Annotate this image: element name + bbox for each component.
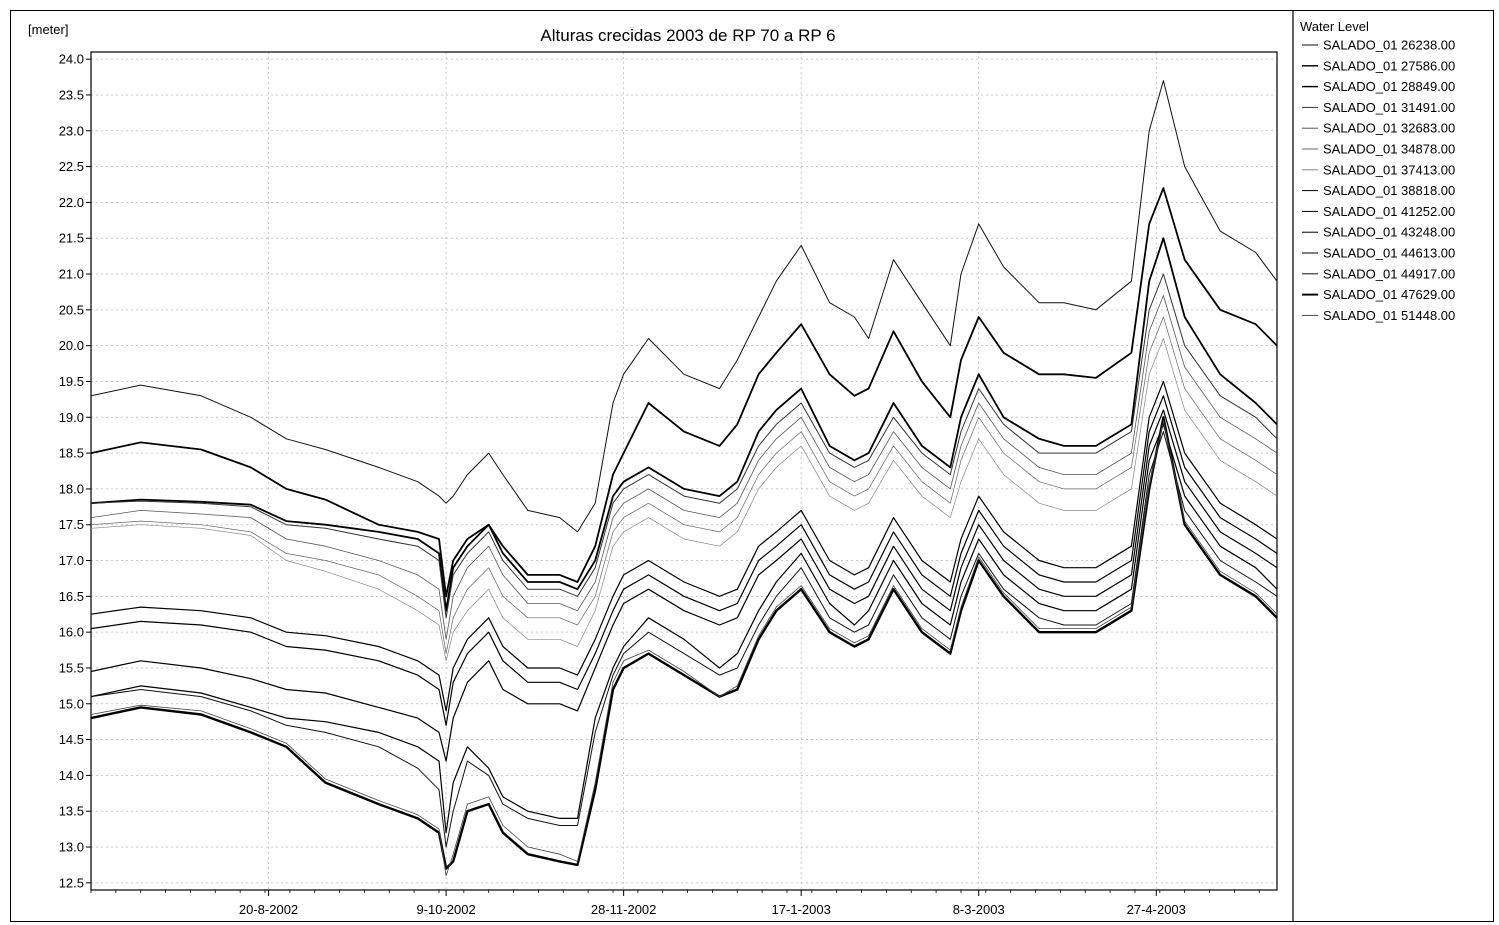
y-tick-label: 19.0 [59, 410, 84, 425]
axes: 12.5 13.0 13.5 14.0 14.5 15.0 15.5 16.0 16.5 17.0… [59, 11, 1294, 921]
y-tick-label: 16.0 [59, 625, 84, 640]
y-tick-label: 22.5 [59, 159, 84, 174]
chart-title: Alturas crecidas 2003 de RP 70 a RP 6 [540, 26, 835, 45]
legend-entry: SALADO_01 51448.00 [1323, 308, 1455, 323]
legend: Water Level SALADO_01 26238.00 SALADO_01 … [1300, 19, 1455, 323]
y-tick-label: 20.5 [59, 302, 84, 317]
y-tick-label: 17.0 [59, 553, 84, 568]
legend-entry: SALADO_01 31491.00 [1323, 100, 1455, 115]
series-line-1 [90, 80, 1278, 533]
y-tick-label: 18.0 [59, 481, 84, 496]
series-lines [90, 80, 1278, 877]
y-tick-label: 21.5 [59, 231, 84, 246]
series-line-4 [90, 273, 1278, 619]
x-tick-label: 8-3-2003 [953, 902, 1005, 917]
series-line-7 [90, 338, 1278, 662]
x-tick-label: 17-1-2003 [772, 902, 831, 917]
y-tick-label: 14.0 [59, 768, 84, 783]
legend-entry: SALADO_01 34878.00 [1323, 142, 1455, 157]
series-line-6 [90, 316, 1278, 654]
y-tick-label: 13.5 [59, 804, 84, 819]
y-tick-label: 13.0 [59, 840, 84, 855]
series-line-12 [90, 431, 1278, 848]
y-tick-label: 17.5 [59, 517, 84, 532]
series-line-13 [90, 416, 1278, 870]
legend-entry: SALADO_01 41252.00 [1323, 204, 1455, 219]
x-tick-label: 27-4-2003 [1127, 902, 1186, 917]
series-line-11 [90, 423, 1278, 834]
y-tick-label: 15.0 [59, 696, 84, 711]
legend-entry: SALADO_01 28849.00 [1323, 79, 1455, 94]
grid-lines [91, 52, 1277, 890]
legend-entry: SALADO_01 37413.00 [1323, 162, 1455, 177]
legend-entry: SALADO_01 26238.00 [1323, 38, 1455, 53]
y-tick-label: 24.0 [59, 52, 84, 67]
legend-entry: SALADO_01 44613.00 [1323, 246, 1455, 261]
y-tick-label: 14.5 [59, 732, 84, 747]
legend-entry: SALADO_01 32683.00 [1323, 121, 1455, 136]
y-tick-label: 20.0 [59, 338, 84, 353]
legend-entry: SALADO_01 38818.00 [1323, 183, 1455, 198]
y-tick-label: 15.5 [59, 660, 84, 675]
legend-entry: SALADO_01 47629.00 [1323, 287, 1455, 302]
y-axis-unit-label: [meter] [28, 22, 68, 37]
series-line-8 [90, 380, 1278, 712]
legend-entry: SALADO_01 44917.00 [1323, 266, 1455, 281]
y-tick-label: 22.0 [59, 195, 84, 210]
y-tick-label: 19.5 [59, 374, 84, 389]
x-tick-label: 20-8-2002 [239, 902, 298, 917]
y-tick-label: 21.0 [59, 267, 84, 282]
y-tick-label: 12.5 [59, 875, 84, 890]
series-line-3 [90, 237, 1278, 612]
chart-frame [10, 10, 1494, 922]
series-line-10 [90, 409, 1278, 762]
legend-title: Water Level [1300, 19, 1369, 34]
series-line-14 [90, 420, 1278, 877]
series-line-2 [90, 187, 1278, 598]
y-tick-label: 16.5 [59, 589, 84, 604]
y-tick-label: 18.5 [59, 446, 84, 461]
series-line-5 [90, 295, 1278, 640]
y-tick-label: 23.5 [59, 87, 84, 102]
x-tick-label: 9-10-2002 [416, 902, 475, 917]
series-line-9 [90, 395, 1278, 726]
y-tick-label: 23.0 [59, 123, 84, 138]
legend-entry: SALADO_01 27586.00 [1323, 58, 1455, 73]
x-tick-label: 28-11-2002 [591, 902, 657, 917]
legend-entry: SALADO_01 43248.00 [1323, 225, 1455, 240]
plot-area [90, 51, 1278, 891]
